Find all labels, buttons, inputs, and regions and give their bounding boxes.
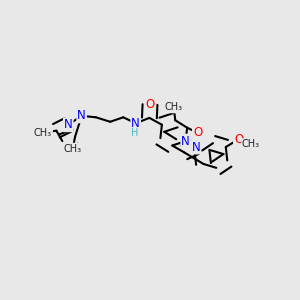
Text: CH₃: CH₃ xyxy=(242,139,260,149)
Text: O: O xyxy=(193,126,202,139)
Text: H: H xyxy=(131,128,139,138)
Text: N: N xyxy=(192,140,200,154)
Text: O: O xyxy=(234,133,243,146)
Text: CH₃: CH₃ xyxy=(34,128,52,138)
Text: N: N xyxy=(77,109,86,122)
Text: N: N xyxy=(64,118,73,131)
Text: N: N xyxy=(131,117,140,130)
Text: N: N xyxy=(181,135,190,148)
Text: CH₃: CH₃ xyxy=(64,143,82,154)
Text: CH₃: CH₃ xyxy=(165,103,183,112)
Text: O: O xyxy=(146,98,154,111)
